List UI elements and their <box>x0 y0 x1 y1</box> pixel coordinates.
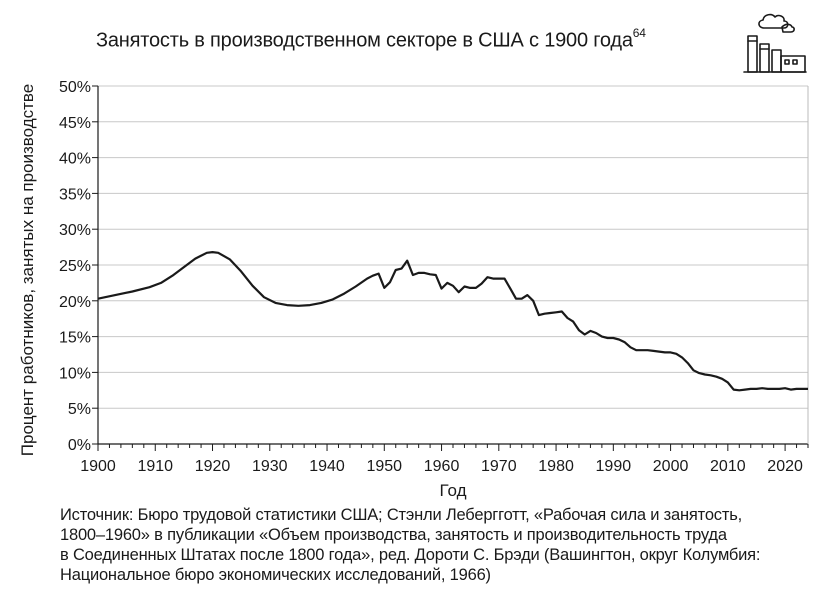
series-line <box>97 251 808 392</box>
x-tick-label: 1980 <box>538 458 574 475</box>
x-tick-label: 1960 <box>424 458 460 475</box>
y-tick-label: 15% <box>59 330 91 347</box>
x-tick-label: 2020 <box>767 458 803 475</box>
x-tick-label: 1990 <box>596 458 632 475</box>
x-tick-label: 1910 <box>137 458 173 475</box>
x-tick-label: 1950 <box>366 458 402 475</box>
x-axis-ticks: 1900 1910 1920 1930 1940 1950 1960 1970 1980 1990… <box>80 444 809 475</box>
x-tick-label: 2000 <box>653 458 689 475</box>
source-line: Национальное бюро экономических исследов… <box>60 566 491 584</box>
x-tick-label: 1940 <box>309 458 345 475</box>
source-note: Источник: Бюро трудовой статистики США; … <box>60 505 805 585</box>
y-tick-label: 25% <box>59 258 91 275</box>
source-line: Источник: Бюро трудовой статистики США; … <box>60 506 742 524</box>
y-tick-label: 10% <box>59 365 91 382</box>
y-axis-label: Процент работников, занятых на производс… <box>18 84 37 456</box>
x-tick-label: 1900 <box>80 458 116 475</box>
source-line: 1800–1960» в публикации «Объем производс… <box>60 526 727 544</box>
y-axis-ticks: 0% 5% 10% 15% 20% 25% 30% 35% 40% 45% 50% <box>59 79 98 454</box>
x-axis-label: Год <box>439 481 466 500</box>
chart-title-text: Занятость в производственном секторе в С… <box>96 29 633 52</box>
chart-title: Занятость в производственном секторе в С… <box>96 26 646 53</box>
y-tick-label: 20% <box>59 294 91 311</box>
x-tick-label: 1970 <box>481 458 517 475</box>
y-tick-label: 5% <box>68 401 91 418</box>
x-tick-label: 1920 <box>195 458 231 475</box>
x-tick-label: 2010 <box>710 458 746 475</box>
y-tick-label: 0% <box>68 437 91 454</box>
y-tick-label: 50% <box>59 79 91 96</box>
y-tick-label: 35% <box>59 186 91 203</box>
factory-icon <box>743 13 807 73</box>
title-footnote: 64 <box>632 26 646 40</box>
x-tick-label: 1930 <box>252 458 288 475</box>
source-line: в Соединенных Штатах после 1800 года», р… <box>60 546 761 564</box>
y-tick-label: 30% <box>59 222 91 239</box>
y-tick-label: 40% <box>59 151 91 168</box>
grid-lines <box>98 85 808 409</box>
y-tick-label: 45% <box>59 115 91 132</box>
